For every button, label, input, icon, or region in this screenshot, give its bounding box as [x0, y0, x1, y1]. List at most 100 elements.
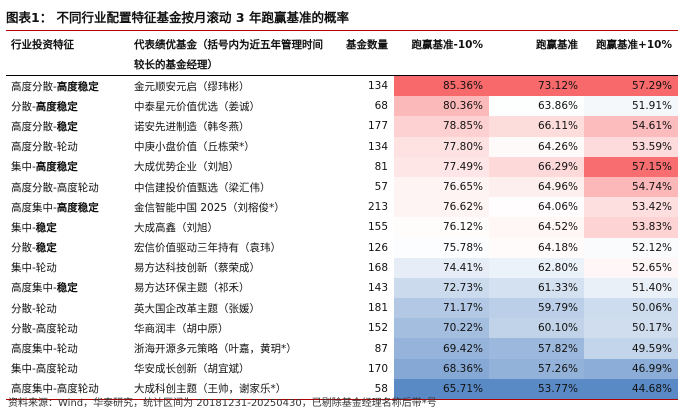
- cell-beat: 63.86%: [489, 96, 584, 117]
- cell-count: 87: [374, 342, 388, 355]
- table-row: 高度集中-稳定 易方达环保主题（祁禾） 143 72.73% 61.33% 51.40%: [6, 277, 678, 299]
- industry-part-b: 稳定: [56, 120, 78, 133]
- industry-part-a: 高度集中-: [11, 201, 57, 214]
- industry-part-a: 分散-轮动: [11, 302, 57, 315]
- cell-beat: 73.12%: [489, 75, 584, 97]
- cell-industry: 分散-高度稳定: [6, 96, 129, 116]
- cell-count: 155: [367, 221, 388, 234]
- industry-part-b: 高度稳定: [56, 201, 99, 214]
- table-row: 分散-稳定 宏信价值驱动三年持有（袁玮） 126 75.78% 64.18% 52.12%: [6, 237, 678, 258]
- cell-beat-plus10: 53.59%: [584, 136, 678, 157]
- cell-beat-plus10: 53.83%: [584, 217, 678, 238]
- industry-part-b: 高度稳定: [35, 161, 78, 174]
- cell-industry: 集中-高度稳定: [6, 157, 129, 177]
- cell-beat-minus10: 72.73%: [394, 277, 489, 299]
- cell-industry: 高度分散-高度稳定: [6, 76, 129, 97]
- table-row: 高度分散-轮动 中庚小盘价值（丘栋荣*） 134 77.80% 64.26% 53.59%: [6, 136, 678, 157]
- header-industry: 行业投资特征: [6, 32, 129, 76]
- cell-beat-plus10: 52.12%: [584, 237, 678, 258]
- cell-beat: 66.11%: [489, 116, 584, 137]
- table-row: 分散-高度稳定 中泰星元价值优选（姜诚） 68 80.36% 63.86% 51.91%: [6, 96, 678, 117]
- table-row: 集中-稳定 大成高鑫（刘旭） 155 76.12% 64.52% 53.83%: [6, 217, 678, 238]
- cell-fund: 华商润丰（胡中原）: [134, 322, 229, 335]
- cell-beat: 62.80%: [489, 257, 584, 278]
- cell-industry: 高度分散-稳定: [6, 116, 129, 136]
- industry-part-a: 集中-: [11, 161, 36, 174]
- cell-fund: 金元顺安元启（缪玮彬）: [134, 80, 250, 93]
- cell-beat-minus10: 68.36%: [394, 358, 489, 379]
- industry-part-a: 高度分散-高度轮动: [11, 181, 99, 194]
- cell-industry: 高度分散-高度轮动: [6, 177, 129, 197]
- industry-part-b: 稳定: [35, 221, 57, 234]
- cell-beat-minus10: 78.85%: [394, 116, 489, 137]
- cell-industry: 高度集中-轮动: [6, 338, 129, 358]
- cell-beat-plus10: 50.17%: [584, 318, 678, 339]
- table-row: 集中-高度轮动 华安成长创新（胡宜斌） 170 68.36% 57.26% 46.99%: [6, 358, 678, 379]
- cell-industry: 分散-轮动: [6, 298, 129, 318]
- cell-count: 168: [367, 261, 388, 274]
- cell-count: 126: [367, 241, 388, 254]
- table-body: 高度分散-高度稳定 金元顺安元启（缪玮彬） 134 85.36% 73.12% 57.29…: [6, 75, 678, 400]
- header-count: 基金数量: [336, 32, 394, 76]
- table-row: 高度分散-高度稳定 金元顺安元启（缪玮彬） 134 85.36% 73.12% 57.29…: [6, 75, 678, 97]
- cell-beat-minus10: 76.62%: [394, 197, 489, 218]
- cell-beat: 59.79%: [489, 298, 584, 319]
- figure-title: 图表1： 不同行业配置特征基金按月滚动 3 年跑赢基准的概率: [6, 10, 349, 25]
- cell-fund: 易方达科技创新（蔡荣成）: [134, 262, 260, 275]
- table-row: 高度集中-高度稳定 金信智能中国 2025（刘榕俊*） 213 76.62% 64.06…: [6, 197, 678, 218]
- cell-fund: 易方达环保主题（祁禾）: [134, 282, 250, 295]
- industry-part-a: 高度分散-轮动: [11, 141, 78, 154]
- cell-count: 134: [367, 140, 388, 153]
- cell-beat-minus10: 77.80%: [394, 136, 489, 157]
- cell-beat-minus10: 76.65%: [394, 176, 489, 198]
- industry-part-a: 分散-高度轮动: [11, 322, 78, 335]
- industry-part-a: 分散-: [11, 242, 36, 255]
- industry-part-a: 高度集中-轮动: [11, 343, 78, 356]
- industry-part-b: 稳定: [35, 242, 57, 255]
- cell-beat-plus10: 52.65%: [584, 257, 678, 278]
- cell-count: 181: [367, 302, 388, 315]
- cell-count: 58: [336, 378, 394, 400]
- industry-part-a: 高度分散-: [11, 120, 57, 133]
- cell-beat: 60.10%: [489, 318, 584, 339]
- cell-count: 81: [374, 160, 388, 173]
- cell-beat: 64.52%: [489, 217, 584, 238]
- cell-beat-minus10: 69.42%: [394, 338, 489, 359]
- table-row: 分散-高度轮动 华商润丰（胡中原） 152 70.22% 60.10% 50.17%: [6, 318, 678, 339]
- cell-count: 213: [367, 201, 388, 214]
- cell-beat: 53.77%: [489, 378, 584, 400]
- cell-fund: 华安成长创新（胡宜斌）: [134, 363, 250, 376]
- cell-count: 152: [367, 322, 388, 335]
- cell-industry: 高度集中-高度稳定: [6, 197, 129, 217]
- header-beat: 跑赢基准: [489, 32, 584, 76]
- cell-beat-minus10: 80.36%: [394, 96, 489, 117]
- header-fund: 代表绩优基金（括号内为近五年管理时间较长的基金经理）: [129, 32, 336, 76]
- cell-fund: 大成高鑫（刘旭）: [134, 221, 218, 234]
- cell-beat: 66.29%: [489, 156, 584, 177]
- cell-fund: 诺安先进制造（韩冬燕）: [134, 120, 250, 133]
- cell-count: 68: [374, 100, 388, 113]
- cell-fund: 浙海开源多元策略（叶嘉，黄玥*）: [134, 343, 297, 356]
- cell-beat-plus10: 49.59%: [584, 338, 678, 359]
- table-header: 行业投资特征 代表绩优基金（括号内为近五年管理时间较长的基金经理） 基金数量 跑…: [6, 32, 678, 76]
- cell-count: 57: [374, 181, 388, 194]
- cell-beat-minus10: 76.12%: [394, 217, 489, 238]
- header-beat-plus10: 跑赢基准+10%: [584, 32, 678, 76]
- cell-industry: 高度集中-高度轮动: [6, 378, 129, 400]
- table-row: 高度分散-稳定 诺安先进制造（韩冬燕） 177 78.85% 66.11% 54.61%: [6, 116, 678, 137]
- cell-industry: 集中-高度轮动: [6, 359, 129, 379]
- cell-beat-plus10: 57.29%: [584, 75, 678, 97]
- industry-part-a: 集中-轮动: [11, 262, 57, 275]
- cell-fund: 英大国企改革主题（张媛）: [134, 302, 260, 315]
- cell-count: 170: [367, 362, 388, 375]
- cell-fund: 大成优势企业（刘旭）: [134, 161, 239, 174]
- cell-industry: 集中-轮动: [6, 258, 129, 278]
- table-row: 高度集中-轮动 浙海开源多元策略（叶嘉，黄玥*） 87 69.42% 57.82% 49.…: [6, 338, 678, 359]
- cell-industry: 分散-高度轮动: [6, 318, 129, 338]
- cell-industry: 高度集中-稳定: [6, 278, 129, 298]
- cell-beat-minus10: 70.22%: [394, 318, 489, 339]
- industry-part-b: 高度稳定: [35, 100, 78, 113]
- cell-beat-plus10: 54.61%: [584, 116, 678, 137]
- cell-beat: 57.82%: [489, 338, 584, 359]
- cell-beat-minus10: 77.49%: [394, 156, 489, 177]
